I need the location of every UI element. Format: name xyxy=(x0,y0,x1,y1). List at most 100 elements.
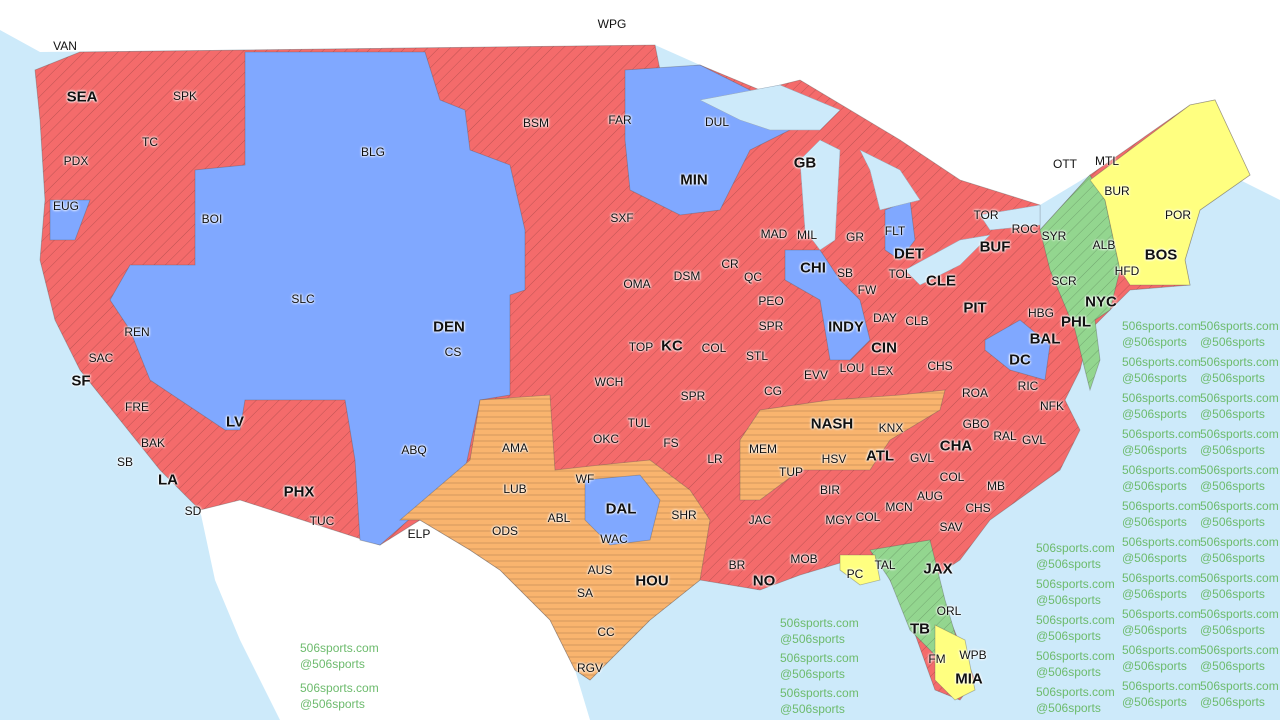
market-label: MGY xyxy=(825,513,853,527)
watermark: 506sports.com @506sports xyxy=(1200,462,1279,494)
market-label: COL xyxy=(855,510,881,524)
team-market-label: HOU xyxy=(635,572,669,590)
market-label: BSM xyxy=(522,116,550,130)
market-label: SLC xyxy=(291,292,315,306)
team-market-label: NASH xyxy=(810,415,854,433)
market-label: HFD xyxy=(1114,264,1140,278)
market-label: EUG xyxy=(52,199,80,213)
watermark: 506sports.com @506sports xyxy=(1200,498,1279,530)
market-label: TUL xyxy=(627,416,651,430)
watermark: 506sports.com @506sports xyxy=(1200,642,1279,674)
market-label: RIC xyxy=(1017,379,1039,393)
market-label: ORL xyxy=(936,604,962,618)
market-label: CS xyxy=(444,345,462,359)
team-market-label: DET xyxy=(894,245,924,263)
watermark-handle: @506sports xyxy=(1122,407,1187,421)
market-label: TUC xyxy=(309,514,335,528)
market-label: FM xyxy=(928,652,946,666)
region-blue-eug xyxy=(49,199,91,241)
team-market-label: ATL xyxy=(865,447,895,465)
market-label: MIL xyxy=(796,228,818,242)
market-label: OTT xyxy=(1053,157,1077,171)
market-label: GBO xyxy=(962,417,990,431)
team-market-label: KC xyxy=(661,337,683,355)
watermark: 506sports.com @506sports xyxy=(1122,498,1201,530)
team-market-label: INDY xyxy=(828,318,864,336)
team-market-label: NYC xyxy=(1085,293,1117,311)
watermark-site: 506sports.com xyxy=(1200,535,1279,549)
watermark-site: 506sports.com xyxy=(1122,535,1201,549)
market-label: WPB xyxy=(959,648,987,662)
market-label: PEO xyxy=(758,294,784,308)
watermark-site: 506sports.com xyxy=(780,651,859,665)
watermark-site: 506sports.com xyxy=(1200,427,1279,441)
team-market-label: BAL xyxy=(1029,330,1061,348)
region-yellow-ne xyxy=(1089,99,1251,286)
team-market-label: MIA xyxy=(955,670,983,688)
watermark-handle: @506sports xyxy=(1200,479,1265,493)
market-label: CLB xyxy=(905,314,929,328)
watermark-site: 506sports.com xyxy=(1036,685,1115,699)
market-label: ODS xyxy=(491,524,519,538)
market-label: BR xyxy=(728,558,746,572)
market-label: ELP xyxy=(407,527,431,541)
watermark-handle: @506sports xyxy=(1036,593,1101,607)
market-label: REN xyxy=(124,325,150,339)
watermark: 506sports.com @506sports xyxy=(1200,390,1279,422)
watermark: 506sports.com @506sports xyxy=(780,615,859,647)
watermark-site: 506sports.com xyxy=(1036,541,1115,555)
team-market-label: JAX xyxy=(923,560,953,578)
watermark: 506sports.com @506sports xyxy=(1122,390,1201,422)
watermark-handle: @506sports xyxy=(1122,515,1187,529)
market-label: EVV xyxy=(803,368,829,382)
watermark: 506sports.com @506sports xyxy=(1200,318,1279,350)
watermark-site: 506sports.com xyxy=(1122,607,1201,621)
team-market-label: CIN xyxy=(871,339,897,357)
team-market-label: BOS xyxy=(1144,246,1178,264)
lake-ontario xyxy=(979,204,1041,231)
market-label: CG xyxy=(764,384,782,398)
team-market-label: CHI xyxy=(800,259,826,277)
market-label: OMA xyxy=(623,277,651,291)
watermark-site: 506sports.com xyxy=(300,681,379,695)
market-label: TAL xyxy=(874,558,896,572)
canada-land xyxy=(0,0,1280,215)
lake-michigan xyxy=(799,139,841,251)
region-orange-texas-hatch xyxy=(400,395,710,680)
market-label: ROA xyxy=(961,386,989,400)
team-market-label: NO xyxy=(752,572,776,590)
market-label: SD xyxy=(184,504,202,518)
watermark-handle: @506sports xyxy=(1122,551,1187,565)
market-label: MAD xyxy=(760,227,788,241)
region-blue-dal xyxy=(584,474,661,546)
watermark-site: 506sports.com xyxy=(1200,499,1279,513)
watermark: 506sports.com @506sports xyxy=(1200,570,1279,602)
watermark-handle: @506sports xyxy=(300,657,365,671)
team-market-label: CLE xyxy=(926,272,956,290)
market-label: TOR xyxy=(973,208,999,222)
market-label: MTL xyxy=(1095,154,1119,168)
market-label: MEM xyxy=(749,442,777,456)
region-blue-mountain xyxy=(109,51,526,546)
watermark: 506sports.com @506sports xyxy=(1036,648,1115,680)
market-label: SHR xyxy=(671,508,697,522)
team-market-label: LV xyxy=(225,413,245,431)
market-label: QC xyxy=(744,270,762,284)
lake-erie xyxy=(904,234,991,286)
market-label: WAC xyxy=(600,532,628,546)
watermark: 506sports.com @506sports xyxy=(300,680,379,712)
market-label: SPK xyxy=(172,89,198,103)
watermark-handle: @506sports xyxy=(780,632,845,646)
watermark-handle: @506sports xyxy=(1036,701,1101,715)
market-label: NFK xyxy=(1040,399,1064,413)
market-label: ABQ xyxy=(401,443,427,457)
watermark: 506sports.com @506sports xyxy=(1200,426,1279,458)
watermark-handle: @506sports xyxy=(1200,551,1265,565)
watermark-handle: @506sports xyxy=(1200,407,1265,421)
watermark-site: 506sports.com xyxy=(1122,643,1201,657)
market-label: SAV xyxy=(939,520,963,534)
team-market-label: GB xyxy=(793,154,817,172)
watermark-site: 506sports.com xyxy=(1122,391,1201,405)
region-blue-dc xyxy=(984,319,1051,381)
